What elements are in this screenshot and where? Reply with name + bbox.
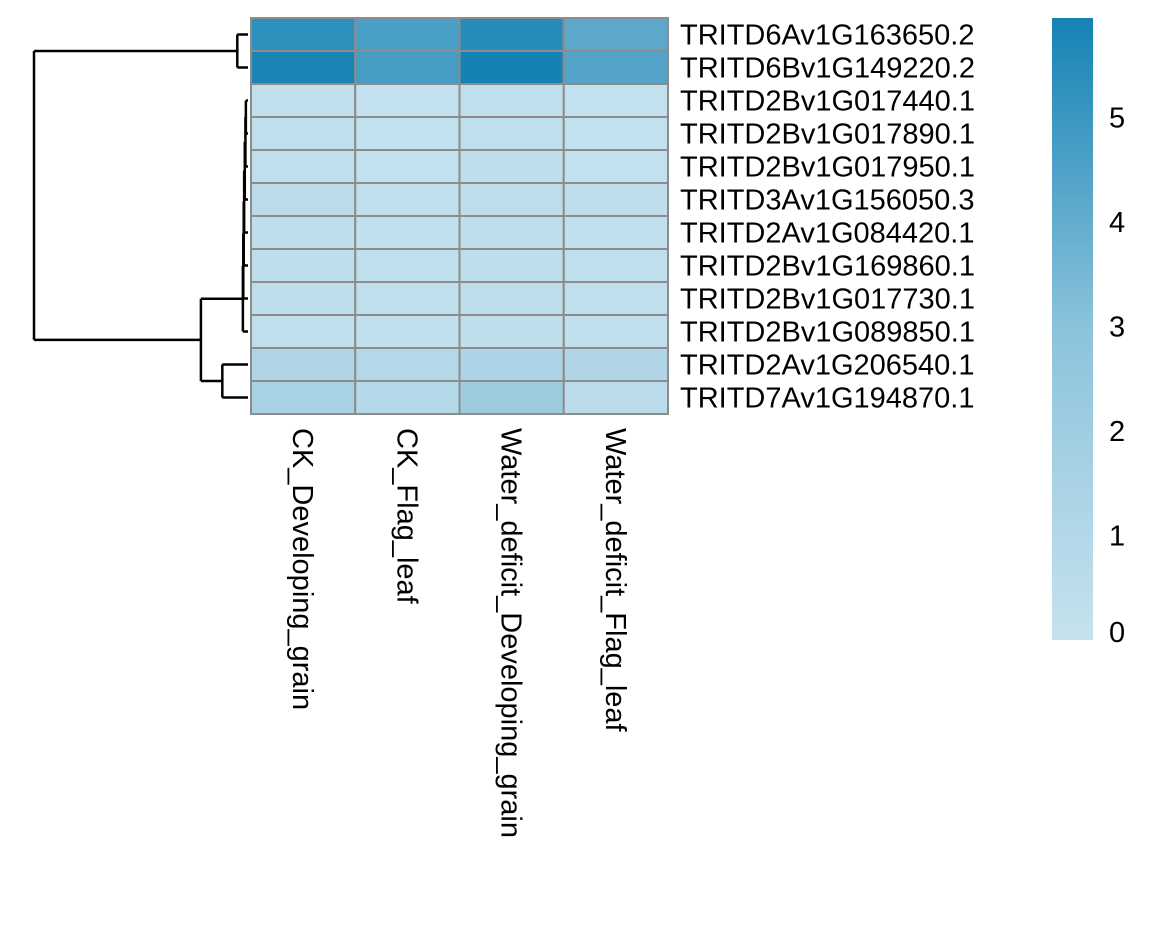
heatmap-cell	[354, 17, 461, 52]
legend-tick-label: 1	[1109, 520, 1125, 552]
heatmap-cell	[250, 50, 357, 85]
row-label: TRITD2Bv1G089850.1	[680, 317, 975, 349]
heatmap-cell	[354, 347, 461, 382]
legend-tick-label: 3	[1109, 311, 1125, 343]
heatmap-cell	[562, 116, 669, 151]
heatmap-cell	[458, 281, 565, 316]
row-label: TRITD7Av1G194870.1	[680, 383, 974, 415]
heatmap-cell	[354, 380, 461, 415]
heatmap-cell	[250, 17, 357, 52]
heatmap-cell	[458, 347, 565, 382]
heatmap-cell	[250, 149, 357, 184]
heatmap-cell	[458, 314, 565, 349]
heatmap-cell	[458, 50, 565, 85]
heatmap-cell	[458, 83, 565, 118]
row-label: TRITD6Av1G163650.2	[680, 20, 974, 52]
heatmap-cell	[562, 347, 669, 382]
heatmap-cell	[562, 182, 669, 217]
heatmap-cell	[562, 248, 669, 283]
heatmap-cells	[250, 17, 669, 415]
row-label: TRITD2Bv1G017440.1	[680, 86, 975, 118]
heatmap-cell	[250, 215, 357, 250]
heatmap-cell	[354, 314, 461, 349]
column-label: Water_deficit_Developing_grain	[495, 428, 527, 838]
heatmap-cell	[458, 116, 565, 151]
row-dendrogram	[32, 33, 248, 399]
column-label: Water_deficit_Flag_leaf	[599, 428, 631, 733]
heatmap-cell	[562, 215, 669, 250]
heatmap-cell	[250, 314, 357, 349]
heatmap-cell	[354, 83, 461, 118]
heatmap-cell	[458, 248, 565, 283]
row-label: TRITD2Bv1G017950.1	[680, 152, 975, 184]
heatmap-cell	[562, 17, 669, 52]
heatmap-cell	[458, 149, 565, 184]
heatmap-cell	[458, 380, 565, 415]
heatmap-cell	[354, 149, 461, 184]
row-labels: TRITD6Av1G163650.2TRITD6Bv1G149220.2TRIT…	[680, 20, 975, 415]
heatmap-cell	[250, 347, 357, 382]
row-label: TRITD3Av1G156050.3	[680, 185, 974, 217]
heatmap-cell	[354, 182, 461, 217]
heatmap-cell	[250, 182, 357, 217]
row-label: TRITD6Bv1G149220.2	[680, 53, 975, 85]
heatmap-cell	[250, 116, 357, 151]
heatmap-cell	[562, 50, 669, 85]
heatmap-cell	[562, 380, 669, 415]
heatmap-cell	[250, 380, 357, 415]
heatmap-cell	[354, 248, 461, 283]
row-label: TRITD2Bv1G169860.1	[680, 251, 975, 283]
column-label: CK_Developing_grain	[286, 428, 318, 710]
heatmap-cell	[250, 281, 357, 316]
heatmap-cell	[250, 248, 357, 283]
heatmap-cell	[354, 215, 461, 250]
row-label: TRITD2Bv1G017730.1	[680, 284, 975, 316]
color-legend: 0 1 2 3 4 5	[1052, 18, 1125, 649]
heatmap-cell	[354, 116, 461, 151]
legend-tick-label: 4	[1109, 207, 1125, 239]
column-labels: CK_Developing_grain CK_Flag_leaf Water_def…	[286, 428, 631, 838]
heatmap-cell	[250, 83, 357, 118]
heatmap-cell	[562, 83, 669, 118]
heatmap-cell	[458, 182, 565, 217]
heatmap-cell	[458, 215, 565, 250]
column-label: CK_Flag_leaf	[390, 428, 422, 605]
heatmap-cell	[458, 17, 565, 52]
heatmap-cell	[354, 50, 461, 85]
color-legend-bar	[1052, 18, 1093, 640]
row-label: TRITD2Bv1G017890.1	[680, 119, 975, 151]
row-label: TRITD2Av1G206540.1	[680, 350, 974, 382]
row-label: TRITD2Av1G084420.1	[680, 218, 974, 250]
heatmap-cell	[562, 149, 669, 184]
legend-tick-label: 5	[1109, 102, 1125, 134]
heatmap-cell	[354, 281, 461, 316]
heatmap-cell	[562, 314, 669, 349]
heatmap-cell	[562, 281, 669, 316]
legend-tick-label: 0	[1109, 617, 1125, 649]
legend-tick-label: 2	[1109, 416, 1125, 448]
